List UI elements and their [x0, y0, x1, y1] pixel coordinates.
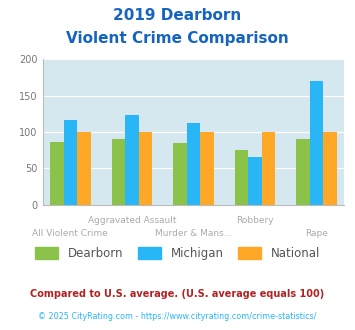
Legend: Dearborn, Michigan, National: Dearborn, Michigan, National	[35, 247, 320, 260]
Text: Robbery: Robbery	[236, 216, 274, 225]
Bar	[200, 132, 214, 205]
Text: Aggravated Assault: Aggravated Assault	[88, 216, 176, 225]
Bar	[235, 150, 248, 205]
Text: © 2025 CityRating.com - https://www.cityrating.com/crime-statistics/: © 2025 CityRating.com - https://www.city…	[38, 312, 317, 321]
Text: Murder & Mans...: Murder & Mans...	[155, 229, 232, 238]
Bar	[50, 142, 64, 205]
Bar	[111, 139, 125, 205]
Text: All Violent Crime: All Violent Crime	[32, 229, 108, 238]
Bar	[125, 115, 139, 205]
Bar	[139, 132, 152, 205]
Bar	[64, 120, 77, 205]
Bar	[296, 139, 310, 205]
Bar	[187, 123, 200, 205]
Bar	[262, 132, 275, 205]
Bar	[323, 132, 337, 205]
Bar	[173, 143, 187, 205]
Text: Violent Crime Comparison: Violent Crime Comparison	[66, 31, 289, 46]
Bar	[310, 81, 323, 205]
Text: Compared to U.S. average. (U.S. average equals 100): Compared to U.S. average. (U.S. average …	[31, 289, 324, 299]
Text: 2019 Dearborn: 2019 Dearborn	[113, 8, 242, 23]
Bar	[248, 157, 262, 205]
Bar	[77, 132, 91, 205]
Text: Rape: Rape	[305, 229, 328, 238]
